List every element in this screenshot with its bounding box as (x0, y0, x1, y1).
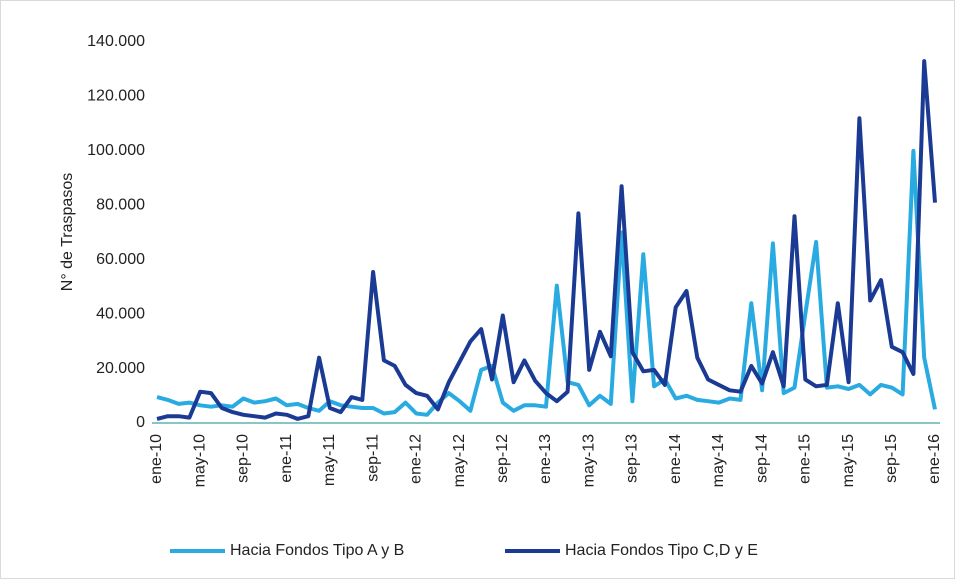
x-tick-label: ene-15 (797, 434, 814, 484)
x-tick-label: may-12 (451, 434, 468, 487)
x-tick-label: ene-10 (148, 434, 165, 484)
y-tick-label: 140.000 (87, 33, 145, 50)
x-tick-label: sep-15 (883, 434, 900, 483)
x-tick-label: sep-10 (235, 434, 252, 483)
x-tick-label: ene-14 (667, 434, 684, 484)
x-tick-label: may-14 (710, 434, 727, 487)
legend-label: Hacia Fondos Tipo A y B (230, 542, 404, 559)
legend-label: Hacia Fondos Tipo C,D y E (565, 542, 758, 559)
x-tick-label: ene-13 (537, 434, 554, 484)
x-tick-label: sep-12 (494, 434, 511, 483)
x-tick-label: sep-14 (753, 434, 770, 483)
x-tick-label: sep-13 (624, 434, 641, 483)
y-tick-label: 40.000 (96, 305, 145, 322)
x-tick-label: ene-12 (408, 434, 425, 484)
x-tick-label: may-13 (580, 434, 597, 487)
y-tick-label: 60.000 (96, 251, 145, 268)
x-tick-label: may-11 (321, 434, 338, 486)
x-tick-label: ene-11 (278, 434, 295, 483)
x-tick-label: sep-11 (364, 434, 381, 482)
x-tick-label: may-10 (191, 434, 208, 487)
y-axis-title: N° de Traspasos (59, 173, 76, 291)
y-tick-label: 120.000 (87, 88, 145, 105)
x-tick-label: ene-16 (926, 434, 943, 484)
x-tick-label: may-15 (840, 434, 857, 487)
series-line (156, 59, 937, 421)
y-tick-label: 20.000 (96, 360, 145, 377)
series-line (156, 148, 937, 417)
y-tick-label: 0 (136, 414, 145, 431)
y-tick-label: 80.000 (96, 197, 145, 214)
y-tick-label: 100.000 (87, 142, 145, 159)
